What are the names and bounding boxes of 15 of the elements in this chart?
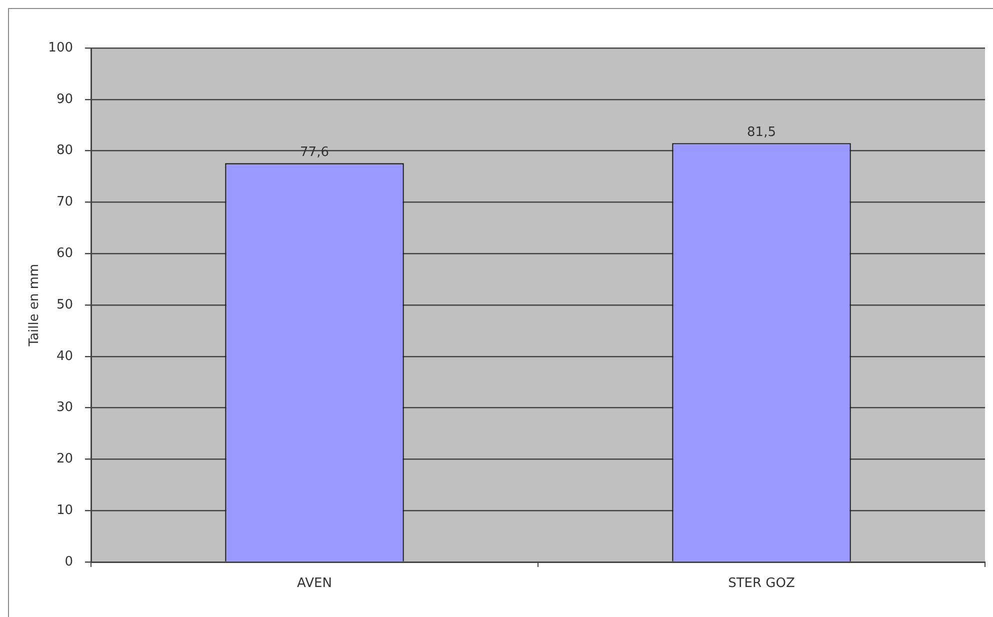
y-tick-label: 80 [56, 143, 73, 158]
x-tick-label: AVEN [297, 576, 332, 592]
y-tick-label: 70 [56, 194, 73, 210]
x-tick-label: STER GOZ [728, 576, 795, 592]
data-label: 81,5 [747, 124, 776, 140]
y-tick-label: 0 [64, 554, 73, 570]
y-tick-label: 90 [56, 92, 73, 107]
y-tick-label: 20 [56, 452, 73, 467]
y-tick-label: 50 [56, 297, 73, 312]
y-tick-label: 30 [56, 400, 73, 416]
y-tick-label: 10 [56, 502, 73, 518]
y-tick-label: 40 [56, 348, 73, 364]
y-axis-title: Taille en mm [27, 264, 42, 348]
y-tick-label: 60 [56, 246, 73, 261]
y-tick-label: 100 [48, 40, 73, 56]
